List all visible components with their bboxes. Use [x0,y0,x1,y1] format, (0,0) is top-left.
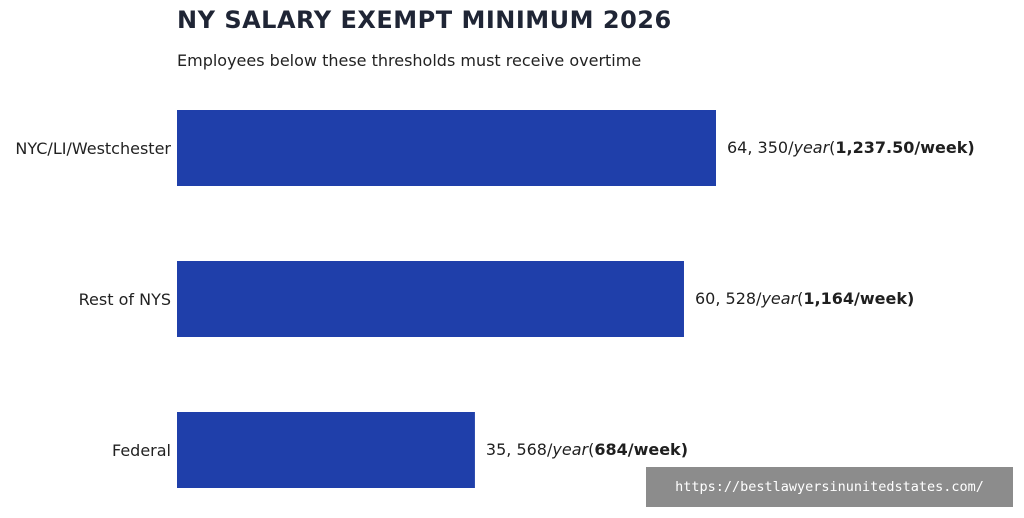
category-label: Federal [112,441,171,460]
category-label: NYC/LI/Westchester [15,139,171,158]
value-label-open: ( [797,289,803,308]
bar-0 [177,110,716,186]
category-label: Rest of NYS [79,290,171,309]
value-label: 35, 568/year(684/week) [486,440,688,459]
value-label: 64, 350/year(1,237.50/week) [727,138,975,157]
value-label-head: 64, 350/ [727,138,794,157]
value-label-italic: year [551,440,589,459]
value-label-bold: 684/week) [594,440,688,459]
value-label-italic: year [792,138,830,157]
value-label-italic: year [760,289,798,308]
value-label-open: ( [588,440,594,459]
watermark-url: https://bestlawyersinunitedstates.com/ [646,467,1013,507]
value-label-head: 60, 528/ [695,289,762,308]
chart-subtitle: Employees below these thresholds must re… [177,51,642,70]
value-label: 60, 528/year(1,164/week) [695,289,914,308]
chart-title: NY SALARY EXEMPT MINIMUM 2026 [177,6,672,34]
value-label-head: 35, 568/ [486,440,553,459]
bar-1 [177,261,684,337]
value-label-bold: 1,237.50/week) [835,138,974,157]
value-label-open: ( [829,138,835,157]
bar-2 [177,412,475,488]
value-label-bold: 1,164/week) [803,289,914,308]
